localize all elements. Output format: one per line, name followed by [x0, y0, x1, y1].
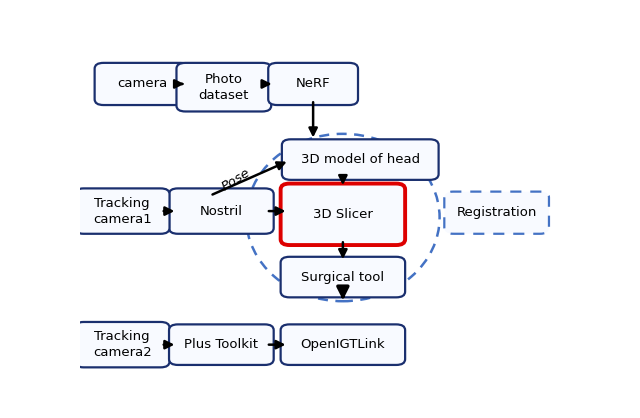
- FancyBboxPatch shape: [268, 63, 358, 105]
- Text: NeRF: NeRF: [296, 77, 330, 90]
- FancyBboxPatch shape: [282, 139, 438, 180]
- FancyBboxPatch shape: [280, 324, 405, 365]
- FancyBboxPatch shape: [444, 191, 549, 234]
- FancyBboxPatch shape: [169, 324, 274, 365]
- FancyBboxPatch shape: [280, 184, 405, 245]
- FancyBboxPatch shape: [177, 63, 271, 112]
- Text: 3D Slicer: 3D Slicer: [313, 208, 373, 221]
- Text: Nostril: Nostril: [200, 204, 243, 218]
- Text: Tracking
camera1: Tracking camera1: [93, 196, 152, 226]
- FancyBboxPatch shape: [75, 189, 170, 234]
- Text: Surgical tool: Surgical tool: [301, 270, 385, 283]
- Text: Tracking
camera2: Tracking camera2: [93, 330, 152, 359]
- Text: OpenIGTLink: OpenIGTLink: [301, 338, 385, 351]
- Text: camera: camera: [117, 77, 167, 90]
- FancyBboxPatch shape: [280, 257, 405, 297]
- FancyBboxPatch shape: [75, 322, 170, 367]
- Text: Plus Toolkit: Plus Toolkit: [184, 338, 259, 351]
- FancyBboxPatch shape: [95, 63, 189, 105]
- Text: Registration: Registration: [456, 206, 537, 219]
- Text: 3D model of head: 3D model of head: [301, 153, 420, 166]
- Text: Photo
dataset: Photo dataset: [198, 73, 249, 102]
- FancyBboxPatch shape: [169, 189, 274, 234]
- Text: Pose: Pose: [219, 166, 252, 194]
